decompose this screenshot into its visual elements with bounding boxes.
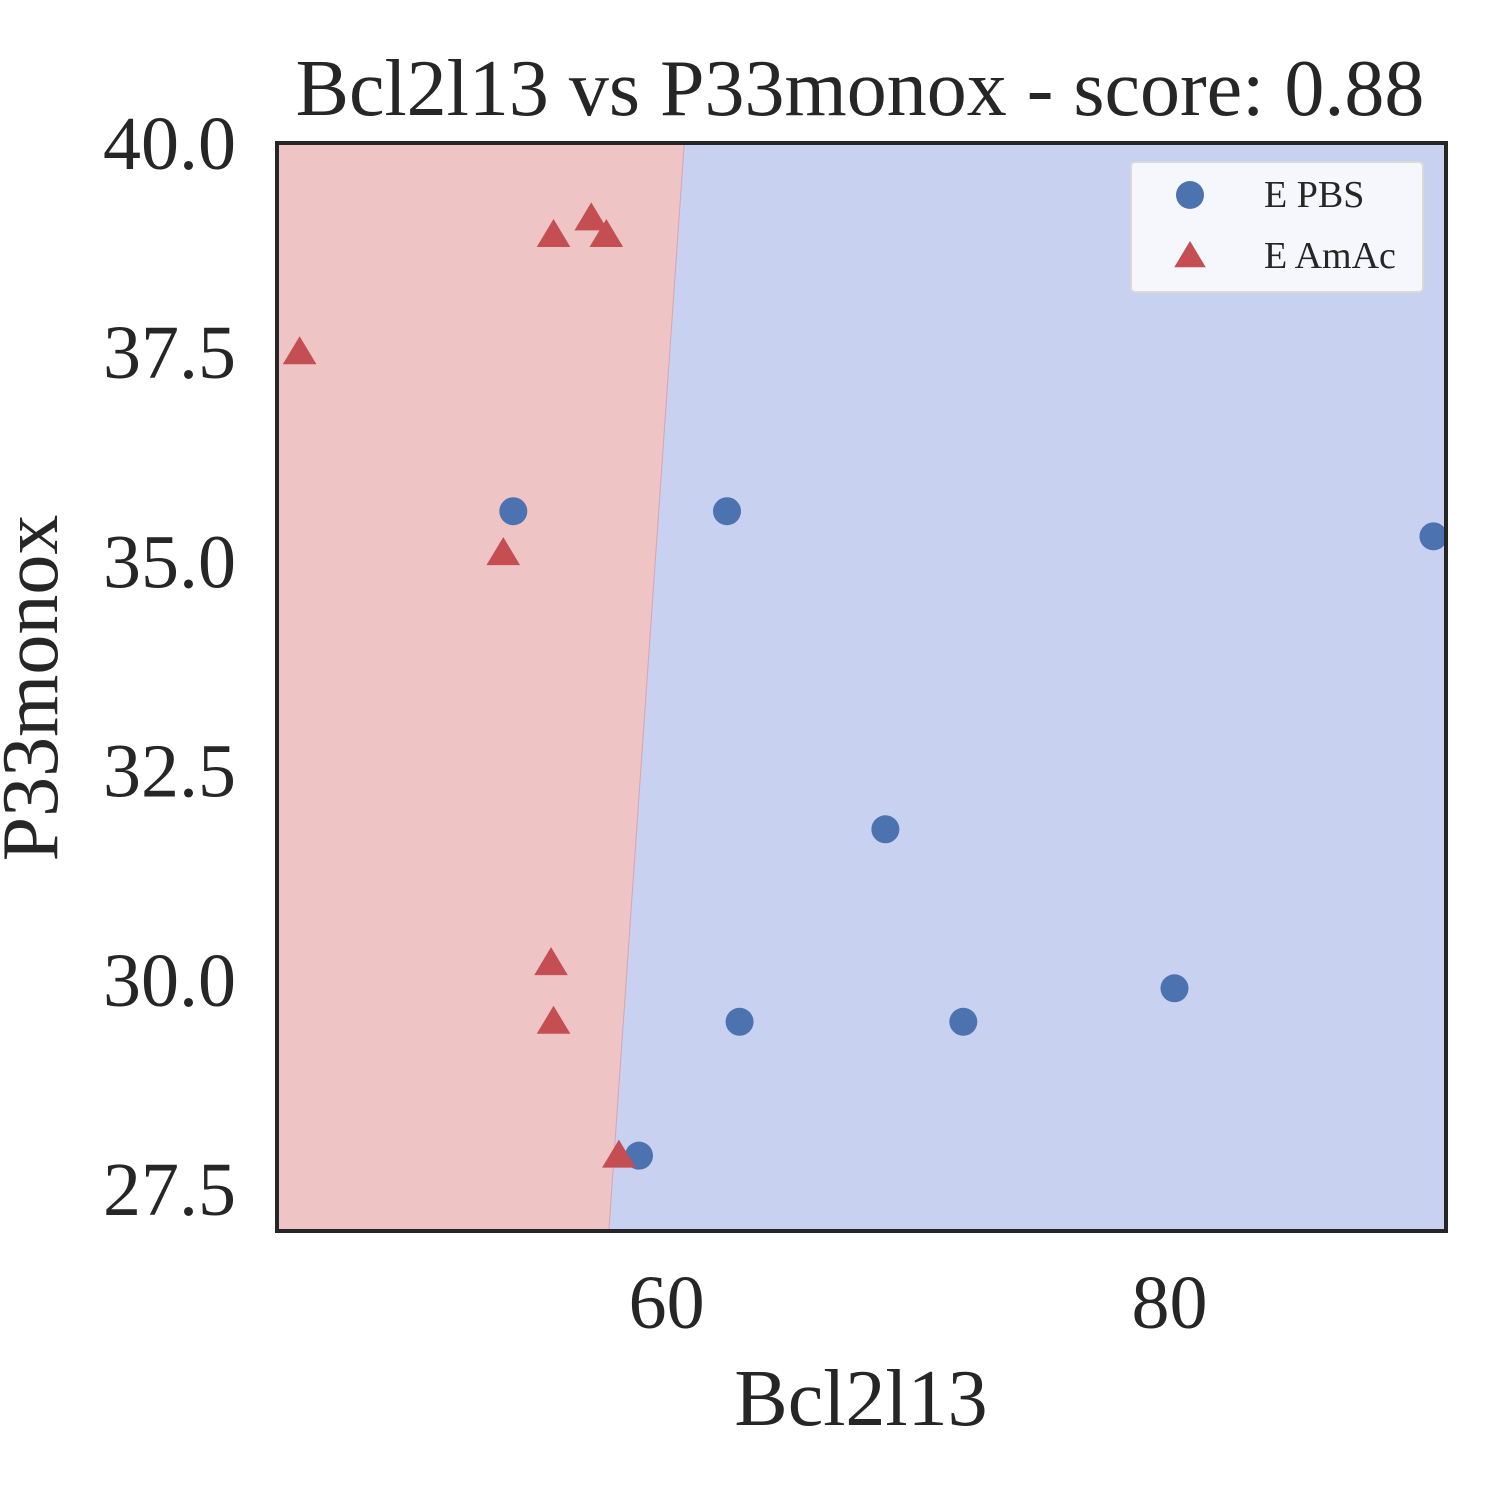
point-e-pbs-1 — [713, 497, 742, 526]
plot-frame — [275, 141, 1448, 1233]
x-axis-label: Bcl2l13 — [734, 1355, 987, 1443]
y-tick-label-37.5: 37.5 — [103, 311, 236, 395]
point-e-amac-7 — [602, 1139, 636, 1168]
decision-boundary-line — [608, 142, 685, 1232]
point-e-pbs-3 — [871, 815, 900, 844]
y-tick-label-30.0: 30.0 — [103, 939, 236, 1023]
x-tick-label-80: 80 — [1131, 1261, 1207, 1345]
legend-marker-e-pbs — [1176, 181, 1204, 209]
y-tick-label-35.0: 35.0 — [103, 520, 236, 604]
point-e-amac-0 — [282, 336, 317, 365]
legend-label-e-pbs: E PBS — [1264, 174, 1364, 216]
point-e-amac-3 — [589, 219, 624, 248]
point-e-pbs-6 — [1160, 974, 1189, 1003]
legend-marker-e-amac — [1174, 241, 1206, 268]
point-e-pbs-4 — [725, 1007, 754, 1036]
decision-region-e-pbs — [608, 143, 1446, 1231]
legend: E PBS E AmAc — [1130, 161, 1424, 293]
chart-title: Bcl2l13 vs P33monox - score: 0.88 — [296, 45, 1425, 133]
plot-area — [275, 141, 1448, 1233]
y-axis-label: P33monox — [0, 515, 75, 862]
point-e-amac-4 — [486, 537, 521, 566]
legend-box — [1130, 161, 1424, 293]
point-e-amac-2 — [574, 202, 609, 231]
point-e-amac-1 — [536, 219, 571, 248]
y-tick-label-32.5: 32.5 — [103, 730, 236, 814]
decision-region-e-amac — [277, 143, 685, 1231]
x-axis-ticks: 60 80 — [629, 1261, 1208, 1345]
data-points — [282, 202, 1448, 1170]
point-e-amac-5 — [534, 947, 568, 976]
legend-label-e-amac: E AmAc — [1264, 235, 1396, 277]
y-axis-ticks: 27.5 30.0 32.5 35.0 37.5 40.0 — [103, 102, 236, 1232]
y-tick-label-27.5: 27.5 — [103, 1148, 236, 1232]
point-e-pbs-2 — [1419, 522, 1448, 551]
point-e-amac-6 — [536, 1005, 571, 1034]
point-e-pbs-5 — [949, 1007, 978, 1036]
x-tick-label-60: 60 — [629, 1261, 705, 1345]
point-e-pbs-0 — [499, 497, 528, 526]
y-tick-label-40.0: 40.0 — [103, 102, 236, 186]
